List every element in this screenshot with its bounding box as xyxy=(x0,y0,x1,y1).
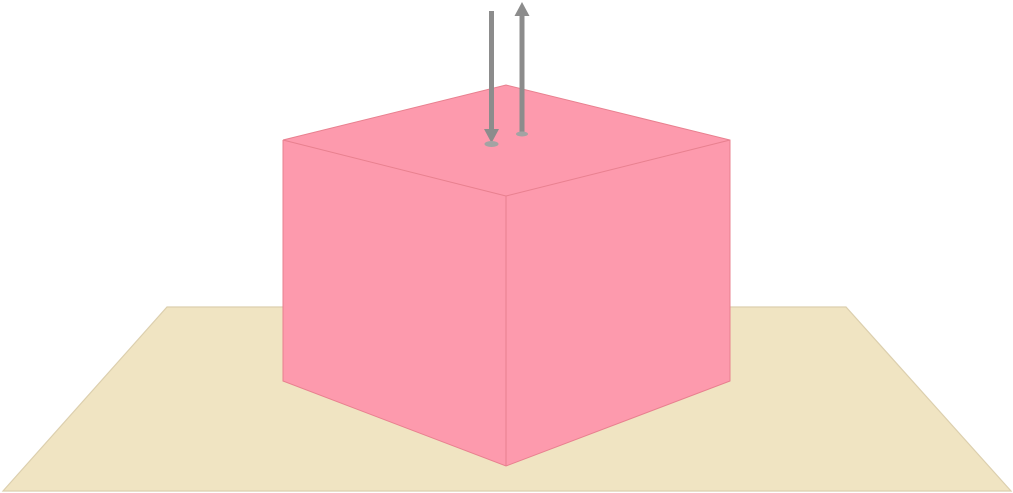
arrow-down-contact-point xyxy=(484,141,499,147)
cube-edge-top-left xyxy=(282,139,507,197)
cube xyxy=(282,84,731,467)
arrow-down-icon xyxy=(484,11,499,147)
cube-outline xyxy=(282,84,731,467)
arrow-up-icon xyxy=(514,2,530,137)
arrow-up-head xyxy=(514,2,530,16)
arrow-down-head xyxy=(484,129,499,143)
cube-edge-top-right xyxy=(505,139,731,197)
cube-right-face xyxy=(506,140,730,466)
arrow-up-contact-point xyxy=(516,131,528,137)
cube-left-face xyxy=(283,140,506,466)
